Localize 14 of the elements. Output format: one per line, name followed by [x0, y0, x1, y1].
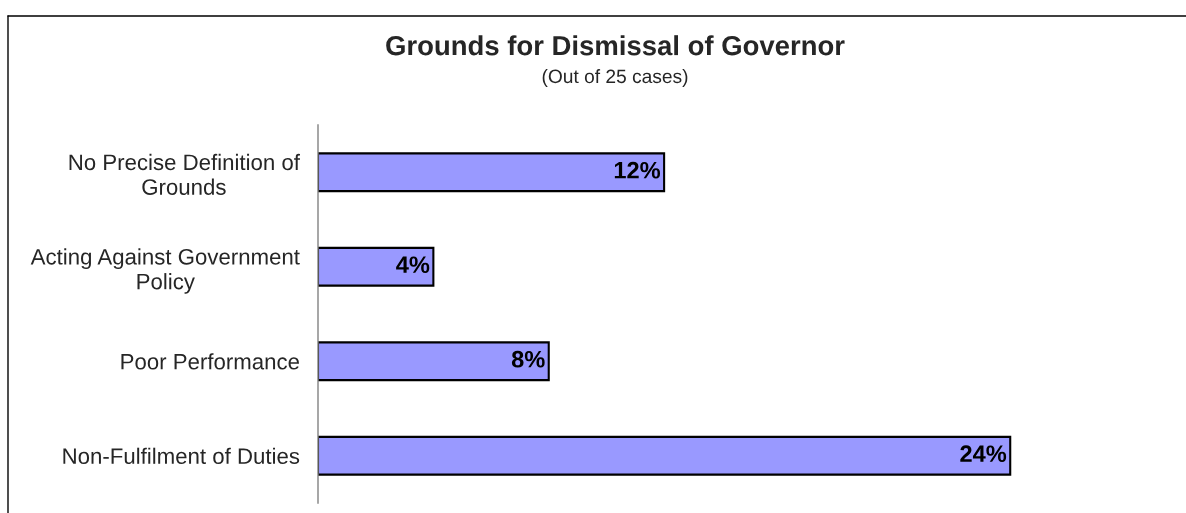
y-tick-label: No Precise Definition of Grounds: [69, 153, 300, 195]
y-tick-label: Poor Performance: [121, 353, 299, 370]
y-tick-label: Non-Fulfilment of Duties: [63, 447, 300, 465]
bar: [318, 341, 550, 382]
data-label: 4%: [396, 256, 430, 274]
data-label: 24%: [960, 445, 1007, 463]
bar: [318, 435, 1012, 476]
data-label: 12%: [614, 161, 661, 179]
chart-title: Grounds for Dismissal of Governor: [386, 35, 845, 56]
data-label: 8%: [511, 350, 545, 368]
bar: [318, 246, 435, 287]
chart-subtitle: (Out of 25 cases): [542, 69, 688, 87]
bar: [318, 152, 666, 193]
y-tick-label: Acting Against Government Policy: [30, 248, 300, 294]
